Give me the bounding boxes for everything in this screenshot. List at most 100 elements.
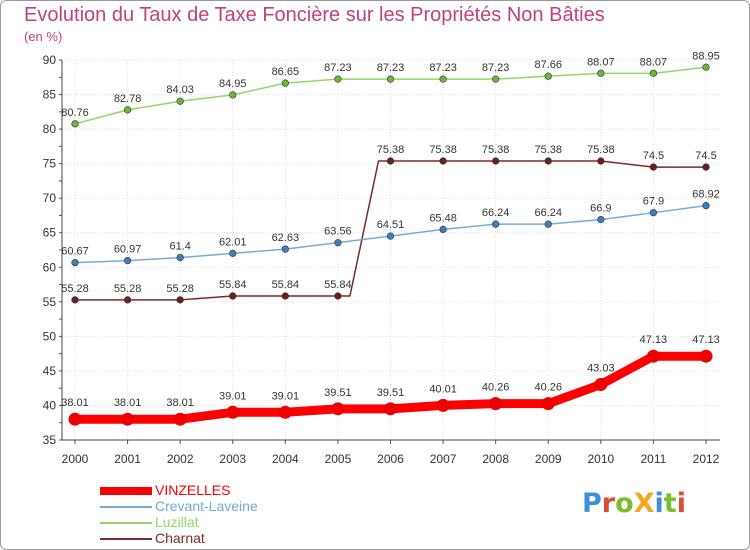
y-tick-label: 75 (43, 157, 57, 171)
chart-title: Evolution du Taux de Taxe Foncière sur l… (24, 4, 605, 26)
x-tick-label: 2012 (693, 452, 720, 466)
data-point-luzillat (492, 75, 500, 83)
legend-label-vinzelles: VINZELLES (155, 482, 231, 498)
data-point-vinzelles (226, 405, 240, 419)
data-label-charnat: 75.38 (429, 144, 457, 156)
series-luzillat (71, 63, 710, 128)
legend-label-luzillat: Luzillat (155, 514, 199, 530)
data-point-crevant-laveine (71, 259, 79, 267)
data-label-charnat: 55.84 (219, 279, 247, 291)
data-label-charnat: 74.5 (695, 150, 716, 162)
data-label-luzillat: 86.65 (272, 66, 300, 78)
data-point-vinzelles (699, 349, 713, 363)
legend-swatch-vinzelles (100, 487, 152, 495)
data-label-luzillat: 87.23 (377, 62, 405, 74)
x-tick-label: 2008 (482, 452, 509, 466)
data-point-charnat (386, 157, 395, 165)
logo-letter: r (601, 488, 616, 519)
data-label-crevant-laveine: 66.24 (534, 207, 562, 219)
data-point-luzillat (702, 63, 710, 71)
data-label-vinzelles: 39.51 (324, 387, 352, 399)
logo-letter: t (663, 488, 677, 519)
data-label-luzillat: 84.95 (219, 78, 247, 90)
data-point-luzillat (229, 91, 237, 99)
x-tick-label: 2004 (272, 452, 299, 466)
data-label-luzillat: 88.95 (692, 50, 720, 62)
data-point-crevant-laveine (229, 249, 237, 257)
logo-letter: X (633, 488, 655, 519)
data-point-vinzelles (173, 412, 187, 426)
data-label-vinzelles: 43.03 (587, 363, 615, 375)
legend-label-charnat: Charnat (155, 530, 205, 546)
data-point-vinzelles (594, 378, 608, 392)
y-tick-label: 80 (43, 122, 57, 136)
data-point-crevant-laveine (544, 220, 552, 228)
data-label-vinzelles: 39.51 (377, 387, 405, 399)
data-label-charnat: 55.28 (114, 283, 142, 295)
series-lines (68, 63, 713, 426)
data-label-charnat: 75.38 (587, 144, 615, 156)
logo-letter: i (676, 488, 686, 519)
data-point-charnat (281, 292, 289, 300)
data-label-vinzelles: 38.01 (114, 397, 142, 409)
legend-swatch-crevant-laveine (100, 506, 152, 508)
data-label-luzillat: 87.66 (534, 59, 562, 71)
y-tick-label: 45 (43, 364, 57, 378)
data-label-vinzelles: 39.01 (219, 390, 247, 402)
data-point-vinzelles (489, 397, 503, 411)
series-vinzelles (68, 349, 713, 426)
data-label-crevant-laveine: 67.9 (643, 196, 664, 208)
data-point-vinzelles (436, 398, 450, 412)
data-label-charnat: 75.38 (482, 144, 510, 156)
data-point-crevant-laveine (702, 202, 710, 210)
data-label-crevant-laveine: 60.67 (61, 246, 89, 258)
data-label-vinzelles: 47.13 (640, 334, 668, 346)
data-point-charnat (123, 296, 132, 304)
data-label-charnat: 74.5 (643, 150, 664, 162)
logo-letter: o (615, 488, 634, 519)
data-point-crevant-laveine (176, 254, 184, 262)
data-label-luzillat: 87.23 (429, 62, 457, 74)
data-labels: 80.76 82.78 84.03 84.95 86.65 87.23 87.23 87.23… (61, 50, 720, 409)
data-point-crevant-laveine (597, 216, 605, 224)
data-label-crevant-laveine: 62.63 (272, 232, 300, 244)
data-point-vinzelles (68, 412, 82, 426)
legend-label-crevant-laveine: Crevant-Laveine (155, 498, 258, 514)
data-point-charnat (334, 292, 342, 300)
data-label-crevant-laveine: 60.97 (114, 244, 142, 256)
data-point-luzillat (439, 75, 447, 83)
axes: 35 40 45 50 55 60 65 70 75 80 85 90 2000 2001 2002 2003… (43, 53, 720, 466)
x-tick-label: 2000 (62, 452, 89, 466)
data-label-crevant-laveine: 65.48 (429, 212, 457, 224)
data-label-charnat: 75.38 (377, 144, 405, 156)
x-tick-label: 2010 (587, 452, 614, 466)
data-label-crevant-laveine: 63.56 (324, 226, 352, 238)
data-point-luzillat (649, 69, 658, 77)
proxiti-logo: ProXiti (582, 488, 686, 519)
data-label-charnat: 55.84 (324, 279, 352, 291)
data-label-crevant-laveine: 66.9 (590, 203, 611, 215)
data-label-vinzelles: 38.01 (61, 397, 89, 409)
data-point-luzillat (334, 75, 342, 83)
data-point-vinzelles (541, 397, 555, 411)
data-label-luzillat: 88.07 (587, 56, 615, 68)
series-line-charnat (74, 160, 707, 301)
y-tick-label: 90 (43, 53, 57, 67)
legend-swatch-luzillat (100, 522, 152, 524)
chart-unit-label: (en %) (24, 29, 63, 44)
y-tick-label: 85 (43, 88, 57, 102)
y-tick-label: 70 (43, 191, 57, 205)
data-label-vinzelles: 39.01 (272, 390, 300, 402)
data-point-charnat (176, 296, 184, 304)
data-point-charnat (71, 296, 79, 304)
y-tick-label: 50 (43, 329, 57, 343)
y-tick-label: 35 (43, 433, 57, 447)
data-point-crevant-laveine (492, 220, 500, 228)
data-label-crevant-laveine: 64.51 (377, 219, 405, 231)
grid (62, 59, 720, 441)
x-tick-label: 2001 (114, 452, 141, 466)
y-tick-label: 65 (43, 226, 57, 240)
data-label-luzillat: 88.07 (640, 56, 668, 68)
